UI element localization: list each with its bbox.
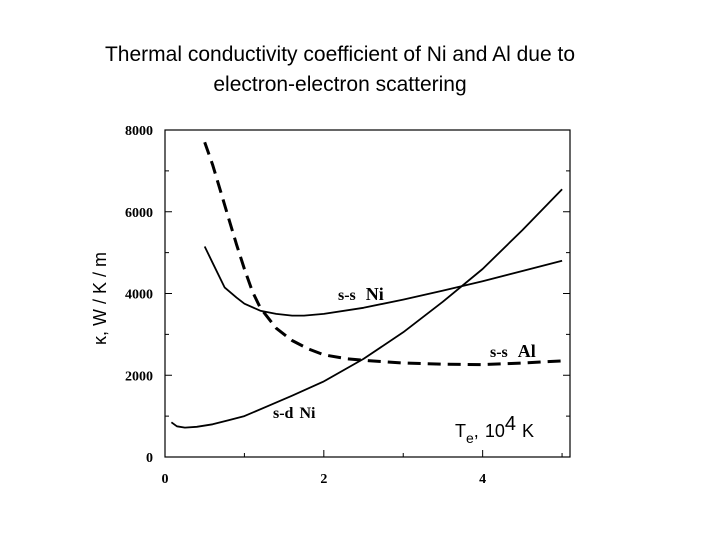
series-label-kind: s-s — [490, 344, 508, 361]
x-tick-label: 2 — [320, 472, 327, 487]
series-line-s-d-ni — [170, 188, 563, 429]
chart-title-line-1: Thermal conductivity coefficient of Ni a… — [104, 43, 576, 66]
y-axis-label: κ, W / K / m — [90, 252, 110, 345]
series-line-s-s-al — [203, 141, 563, 367]
series-label-kind: s-d — [273, 405, 294, 422]
series-label-metal: Al — [518, 341, 536, 361]
x-tick-label: 4 — [479, 472, 486, 487]
y-tick-label: 8000 — [125, 124, 153, 139]
x-axis-label-comma: , — [474, 421, 479, 441]
y-tick-label: 0 — [146, 451, 153, 466]
series-label-s-s-ni: s-s Ni — [338, 284, 384, 304]
y-tick-label: 6000 — [125, 206, 153, 221]
chart-title-line-2: electron-electron scattering — [213, 73, 467, 96]
x-axis-label-base: 10 — [485, 421, 505, 441]
chart-title: Thermal conductivity coefficient of Ni a… — [0, 40, 680, 100]
y-tick-label: 2000 — [125, 369, 153, 384]
series-label-s-d-ni: s-d Ni — [273, 405, 316, 422]
chart-ticks: 0 2000 4000 6000 8000 0 2 4 — [125, 124, 570, 487]
series-label-metal: Ni — [366, 284, 384, 304]
y-tick-label: 4000 — [125, 288, 153, 303]
x-axis-label-sub: e — [466, 430, 474, 446]
series-label-kind: s-s — [338, 287, 356, 304]
x-tick-label: 0 — [162, 472, 169, 487]
chart-labels: κ, W / K / m Te, 104 K s-s Al s-s Ni s-d Ni — [90, 252, 536, 446]
series-label-s-s-al: s-s Al — [490, 341, 536, 361]
x-axis-label-unit: K — [522, 421, 534, 441]
x-axis-label-exp: 4 — [505, 413, 516, 435]
x-axis-label: Te, 104 K — [455, 413, 534, 446]
chart-series-group — [170, 141, 563, 429]
x-axis-label-main: T — [455, 421, 466, 441]
series-label-metal: Ni — [299, 405, 316, 422]
